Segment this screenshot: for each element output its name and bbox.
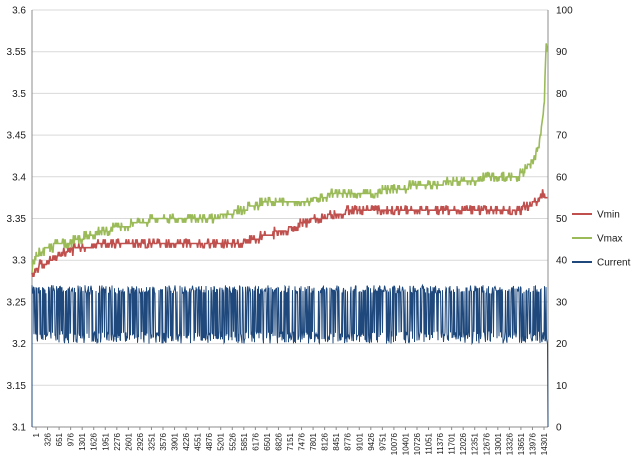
x-axis-tick-label: 13651 — [517, 432, 526, 455]
x-axis-tick-label: 7801 — [309, 432, 318, 450]
x-axis-tick-label: 11051 — [425, 432, 434, 454]
x-axis-tick-label: 11701 — [448, 432, 457, 454]
x-axis-tick-label: 1626 — [90, 432, 99, 450]
left-axis-tick-label: 3.1 — [12, 423, 26, 434]
left-axis-tick-label: 3.6 — [12, 6, 26, 17]
x-axis-tick-label: 13326 — [505, 432, 514, 455]
x-axis-tick-label: 13001 — [494, 432, 503, 455]
right-axis-tick-label: 0 — [556, 423, 562, 434]
right-axis-tick-label: 10 — [556, 381, 568, 392]
x-axis-tick-label: 14301 — [540, 432, 549, 455]
x-axis-tick-label: 12026 — [459, 432, 468, 455]
left-axis-tick-label: 3.5 — [12, 89, 26, 100]
legend-label-vmax: Vmax — [597, 234, 623, 245]
x-axis-tick-label: 8451 — [332, 432, 341, 450]
left-axis-tick-label: 3.35 — [7, 214, 27, 225]
x-axis-tick-label: 4551 — [194, 432, 203, 450]
x-axis-tick-label: 3901 — [171, 432, 180, 450]
series-line-vmax — [31, 43, 549, 273]
right-axis-tick-label: 20 — [556, 339, 568, 350]
x-axis-tick-label: 10076 — [390, 432, 399, 455]
right-axis-tick-label: 50 — [556, 214, 568, 225]
right-axis-tick-label: 60 — [556, 172, 568, 183]
x-axis-tick-label: 6176 — [251, 432, 260, 450]
left-axis-tick-label: 3.15 — [7, 381, 27, 392]
x-axis-tick-label: 7476 — [298, 432, 307, 450]
x-axis-tick-label: 1301 — [78, 432, 87, 450]
gridlines — [32, 9, 548, 428]
legend-label-vmin: Vmin — [597, 210, 620, 221]
x-axis-tick-label: 651 — [55, 432, 64, 446]
series-group — [31, 43, 549, 428]
x-axis-tick-label: 8776 — [344, 432, 353, 450]
x-axis-tick-label: 1951 — [101, 432, 110, 450]
x-axis-tick-label: 11376 — [436, 432, 445, 454]
series-line-vmin — [31, 189, 548, 278]
x-axis-tick-label: 8126 — [321, 432, 330, 450]
x-axis-tick-label: 3576 — [159, 432, 168, 450]
x-axis-tick-label: 9426 — [367, 432, 376, 450]
x-axis-tick-label: 2276 — [113, 432, 122, 450]
right-axis-tick-label: 40 — [556, 256, 568, 267]
x-axis-tick-label: 6501 — [263, 432, 272, 450]
x-axis-tick-label: 7151 — [286, 432, 295, 450]
x-axis-tick-label: 5526 — [228, 432, 237, 450]
x-axis-tick-label: 4226 — [182, 432, 191, 450]
left-axis-tick-label: 3.55 — [7, 47, 27, 58]
legend-label-current: Current — [597, 258, 631, 269]
x-axis-tick-label: 9751 — [378, 432, 387, 450]
left-axis-tick-label: 3.45 — [7, 131, 27, 142]
x-axis-tick-label: 326 — [44, 432, 53, 446]
x-axis-tick-label: 976 — [67, 432, 76, 446]
x-axis-tick-label: 6826 — [274, 432, 283, 450]
right-axis-tick-label: 90 — [556, 47, 568, 58]
x-axis-tick-label: 5851 — [240, 432, 249, 450]
right-axis-tick-label: 100 — [556, 6, 573, 17]
x-axis-tick-label: 3251 — [147, 432, 156, 450]
x-axis-tick-label: 13976 — [528, 432, 537, 455]
right-axis-tick-label: 30 — [556, 297, 568, 308]
left-axis-tick-label: 3.2 — [12, 339, 26, 350]
left-axis-tick-label: 3.25 — [7, 297, 27, 308]
x-axis-tick-label: 2926 — [136, 432, 145, 450]
x-axis-tick-label: 5201 — [217, 432, 226, 450]
right-axis-tick-label: 70 — [556, 131, 568, 142]
x-axis-tick-label: 10401 — [401, 432, 410, 455]
x-axis-tick-label: 12351 — [471, 432, 480, 455]
left-axis-tick-label: 3.3 — [12, 256, 26, 267]
axes: 3.13.153.23.253.33.353.43.453.53.553.601… — [7, 6, 574, 456]
x-axis-tick-label: 2601 — [124, 432, 133, 450]
series-line-current — [31, 283, 549, 428]
left-axis-tick-label: 3.4 — [12, 172, 26, 183]
legend: Vmin Vmax Current — [572, 210, 631, 269]
x-axis-tick-label: 4876 — [205, 432, 214, 450]
right-axis-tick-label: 80 — [556, 89, 568, 100]
x-axis-tick-label: 10726 — [413, 432, 422, 455]
x-axis-tick-label: 1 — [32, 432, 41, 437]
x-axis-tick-label: 9101 — [355, 432, 364, 450]
x-axis-tick-label: 12676 — [482, 432, 491, 455]
